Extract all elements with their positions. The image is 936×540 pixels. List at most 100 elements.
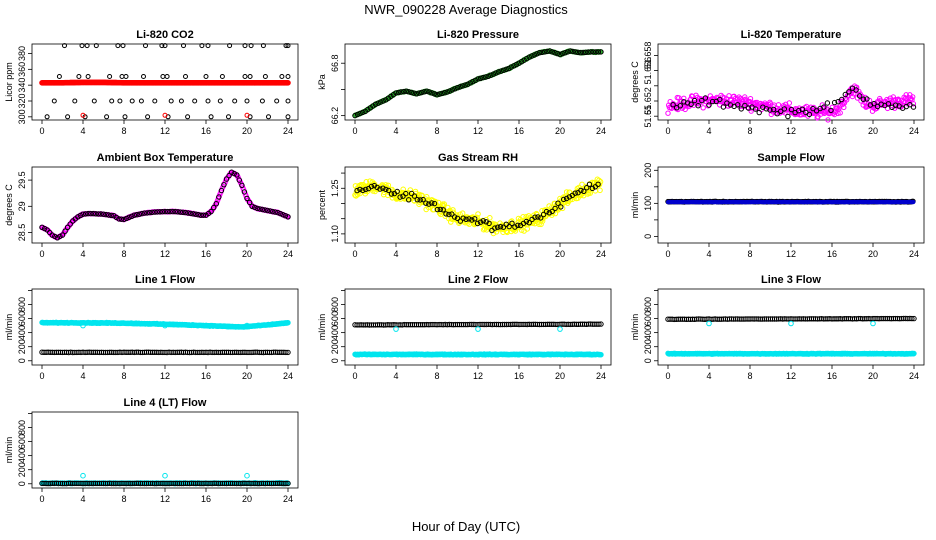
data-point	[444, 89, 450, 95]
data-point	[178, 98, 184, 104]
data-point	[383, 186, 389, 193]
data-point	[143, 43, 148, 49]
data-point	[247, 74, 253, 79]
y-tick-label: 0	[17, 481, 27, 486]
data-point	[275, 209, 281, 216]
data-point	[180, 209, 186, 216]
data-point	[907, 102, 913, 108]
y-tick-label: 360	[17, 62, 27, 77]
data-point	[131, 212, 138, 218]
x-tick-label: 12	[786, 371, 796, 381]
data-point	[118, 216, 125, 222]
data-point	[109, 98, 115, 104]
data-point	[437, 206, 443, 213]
data-point	[126, 214, 132, 221]
data-point	[85, 210, 91, 217]
data-point	[681, 99, 687, 105]
data-point	[695, 103, 701, 109]
x-tick-label: 4	[706, 371, 711, 381]
data-point	[567, 48, 573, 54]
data-point	[403, 190, 409, 197]
data-point	[454, 215, 461, 222]
data-point	[436, 91, 443, 97]
data-point	[380, 185, 386, 191]
data-point	[117, 98, 123, 104]
data-point	[452, 86, 458, 92]
data-point	[490, 230, 497, 237]
data-point	[508, 219, 514, 225]
y-tick-label: 51.658	[643, 42, 653, 70]
x-tick-label: 8	[121, 126, 126, 136]
y-tick-label: 200	[17, 462, 27, 477]
data-point	[368, 183, 375, 190]
data-point	[483, 74, 489, 80]
data-point	[228, 169, 235, 175]
plot-frame	[657, 166, 925, 244]
x-tick-label: 16	[201, 249, 211, 259]
data-point	[431, 200, 438, 207]
data-point	[213, 201, 220, 207]
data-point	[821, 104, 827, 110]
data-point	[544, 48, 550, 55]
data-point	[219, 74, 225, 79]
data-point	[195, 212, 202, 218]
data-point	[839, 96, 845, 103]
data-point	[199, 43, 205, 49]
data-point	[590, 49, 596, 55]
data-point	[385, 182, 392, 189]
data-point	[185, 210, 191, 216]
data-point	[833, 105, 840, 112]
data-point	[266, 114, 271, 120]
data-point	[226, 172, 232, 179]
data-point	[549, 208, 555, 215]
data-point	[434, 92, 440, 98]
x-tick-label: 4	[706, 249, 711, 259]
data-point	[788, 106, 795, 113]
data-point	[80, 112, 86, 118]
data-points	[352, 321, 604, 358]
data-point	[543, 208, 550, 215]
data-point	[837, 110, 843, 116]
data-points	[665, 315, 917, 357]
data-point	[565, 49, 571, 55]
data-point	[539, 49, 545, 55]
data-point	[558, 204, 564, 210]
y-tick-label: 66.8	[330, 54, 340, 72]
data-point	[377, 186, 383, 192]
data-point	[572, 49, 579, 55]
data-point	[745, 105, 752, 111]
data-point	[232, 98, 238, 104]
data-point	[781, 106, 787, 112]
y-tick-label: 29	[17, 201, 27, 211]
data-point	[407, 187, 414, 193]
x-tick-label: 12	[160, 494, 170, 504]
data-points	[665, 198, 916, 205]
y-axis-label: percent	[317, 189, 327, 220]
data-point	[586, 181, 593, 188]
data-point	[205, 43, 211, 49]
data-point	[475, 211, 481, 217]
data-points	[39, 472, 291, 487]
x-tick-label: 16	[201, 371, 211, 381]
data-point	[242, 74, 248, 79]
data-point	[223, 176, 230, 182]
x-tick-label: 16	[201, 126, 211, 136]
panel-title: Li-820 Temperature	[741, 29, 842, 41]
data-point	[563, 195, 570, 202]
x-tick-label: 12	[473, 126, 483, 136]
data-point	[354, 111, 361, 118]
data-point	[742, 94, 748, 100]
data-point	[457, 84, 463, 90]
data-point	[122, 114, 128, 120]
x-tick-label: 8	[121, 249, 126, 259]
data-point	[134, 212, 140, 218]
data-point	[79, 43, 85, 49]
data-point	[584, 185, 590, 191]
data-point	[477, 219, 484, 225]
x-tick-label: 24	[909, 371, 919, 381]
data-point	[474, 220, 481, 227]
data-point	[57, 233, 63, 240]
y-tick-label: 0	[17, 358, 27, 363]
data-point	[466, 216, 472, 222]
data-point	[152, 209, 158, 215]
